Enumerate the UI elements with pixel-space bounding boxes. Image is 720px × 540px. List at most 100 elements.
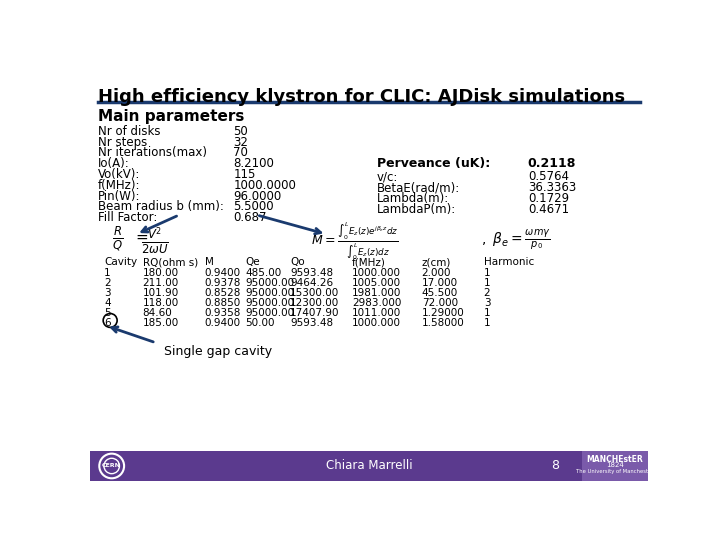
Text: $=$: $=$: [133, 229, 150, 244]
Text: 2983.000: 2983.000: [352, 298, 401, 308]
Text: 211.00: 211.00: [143, 278, 179, 288]
Text: $\frac{R}{Q}$: $\frac{R}{Q}$: [112, 225, 123, 254]
Text: 1: 1: [484, 318, 490, 328]
Text: 1: 1: [484, 268, 490, 278]
Text: 0.5764: 0.5764: [528, 170, 569, 183]
Bar: [582, 451, 648, 481]
Text: Perveance (uK):: Perveance (uK):: [377, 157, 490, 170]
Text: 2: 2: [484, 288, 490, 298]
Text: 70: 70: [233, 146, 248, 159]
Text: 1011.000: 1011.000: [352, 308, 401, 318]
Text: 0.687: 0.687: [233, 211, 267, 224]
Text: Single gap cavity: Single gap cavity: [163, 345, 271, 358]
Text: 1.29000: 1.29000: [422, 308, 464, 318]
Text: 9464.26: 9464.26: [290, 278, 333, 288]
Text: Main parameters: Main parameters: [98, 109, 244, 124]
Text: Vo(kV):: Vo(kV):: [98, 168, 140, 181]
Text: 1005.000: 1005.000: [352, 278, 401, 288]
Text: Beam radius b (mm):: Beam radius b (mm):: [98, 200, 224, 213]
Text: Nr iterations(max): Nr iterations(max): [98, 146, 207, 159]
Text: f(MHz):: f(MHz):: [98, 179, 140, 192]
Text: 45.500: 45.500: [422, 288, 458, 298]
Text: 0.8528: 0.8528: [204, 288, 241, 298]
Text: 3: 3: [484, 298, 490, 308]
Text: 0.9358: 0.9358: [204, 308, 241, 318]
Text: Fill Factor:: Fill Factor:: [98, 211, 157, 224]
Text: z(cm): z(cm): [422, 257, 451, 267]
Text: Cavity: Cavity: [104, 257, 137, 267]
Text: $,\ \beta_e = \frac{\omega m\gamma}{p_0}$: $,\ \beta_e = \frac{\omega m\gamma}{p_0}…: [482, 227, 551, 252]
Text: CERN: CERN: [102, 463, 121, 469]
Text: 36.3363: 36.3363: [528, 181, 576, 194]
Text: Nr steps: Nr steps: [98, 136, 147, 148]
Text: 95000.00: 95000.00: [245, 288, 294, 298]
Text: 1: 1: [484, 278, 490, 288]
Text: 2: 2: [104, 278, 111, 288]
Text: RQ(ohm s): RQ(ohm s): [143, 257, 198, 267]
Text: 0.9378: 0.9378: [204, 278, 241, 288]
Text: The University of Manchester: The University of Manchester: [576, 469, 654, 474]
Text: 17407.90: 17407.90: [290, 308, 339, 318]
Text: $\frac{V^2}{2\omega U}$: $\frac{V^2}{2\omega U}$: [141, 225, 168, 256]
Text: 96.0000: 96.0000: [233, 190, 282, 202]
Text: 0.9400: 0.9400: [204, 318, 240, 328]
Text: 485.00: 485.00: [245, 268, 282, 278]
Text: Io(A):: Io(A):: [98, 157, 130, 170]
Text: 95000.00: 95000.00: [245, 278, 294, 288]
Text: 4: 4: [104, 298, 111, 308]
Text: 15300.00: 15300.00: [290, 288, 339, 298]
Text: 1000.000: 1000.000: [352, 268, 401, 278]
Text: Harmonic: Harmonic: [484, 257, 534, 267]
Text: 8: 8: [551, 460, 559, 472]
Text: 9593.48: 9593.48: [290, 268, 333, 278]
Text: 0.1729: 0.1729: [528, 192, 569, 205]
Text: Pin(W):: Pin(W):: [98, 190, 140, 202]
Text: LambdaP(m):: LambdaP(m):: [377, 202, 456, 215]
Text: 0.9400: 0.9400: [204, 268, 240, 278]
Text: MANCHEstER: MANCHEstER: [586, 455, 643, 463]
Text: Chiara Marrelli: Chiara Marrelli: [325, 460, 413, 472]
Text: 17.000: 17.000: [422, 278, 458, 288]
Text: 180.00: 180.00: [143, 268, 179, 278]
Text: f(MHz): f(MHz): [352, 257, 386, 267]
Text: 3: 3: [104, 288, 111, 298]
Text: 72.000: 72.000: [422, 298, 458, 308]
Text: M: M: [204, 257, 214, 267]
Text: Lambda(m):: Lambda(m):: [377, 192, 449, 205]
Text: 32: 32: [233, 136, 248, 148]
Text: v/c:: v/c:: [377, 170, 398, 183]
Text: Nr of disks: Nr of disks: [98, 125, 161, 138]
Text: Qo: Qo: [290, 257, 305, 267]
Text: 1: 1: [104, 268, 111, 278]
Text: 84.60: 84.60: [143, 308, 173, 318]
Text: 5: 5: [104, 308, 111, 318]
Text: 1: 1: [484, 308, 490, 318]
Text: 0.2118: 0.2118: [528, 157, 576, 170]
Text: 1.58000: 1.58000: [422, 318, 464, 328]
Text: 0.8850: 0.8850: [204, 298, 241, 308]
Text: 2.000: 2.000: [422, 268, 451, 278]
Text: 101.90: 101.90: [143, 288, 179, 298]
Text: 1000.000: 1000.000: [352, 318, 401, 328]
Text: 9593.48: 9593.48: [290, 318, 333, 328]
Text: $M = \frac{\int_0^L E_z(z)e^{j\beta_e z}dz}{\int_0^L E_z(z)dz}$: $M = \frac{\int_0^L E_z(z)e^{j\beta_e z}…: [311, 220, 398, 262]
Text: 95000.00: 95000.00: [245, 298, 294, 308]
Text: 8.2100: 8.2100: [233, 157, 274, 170]
Text: 50: 50: [233, 125, 248, 138]
Text: 5.5000: 5.5000: [233, 200, 274, 213]
Text: BetaE(rad/m):: BetaE(rad/m):: [377, 181, 460, 194]
Text: 185.00: 185.00: [143, 318, 179, 328]
Text: 12300.00: 12300.00: [290, 298, 339, 308]
Text: 50.00: 50.00: [245, 318, 274, 328]
Text: 1824: 1824: [606, 462, 624, 468]
Text: High efficiency klystron for CLIC: AJDisk simulations: High efficiency klystron for CLIC: AJDis…: [98, 88, 625, 106]
Text: 95000.00: 95000.00: [245, 308, 294, 318]
Text: 118.00: 118.00: [143, 298, 179, 308]
Text: 0.4671: 0.4671: [528, 202, 569, 215]
Text: Qe: Qe: [245, 257, 260, 267]
Text: 1000.0000: 1000.0000: [233, 179, 296, 192]
Text: 115: 115: [233, 168, 256, 181]
Bar: [90, 451, 648, 481]
Text: 1981.000: 1981.000: [352, 288, 401, 298]
Text: 6: 6: [104, 318, 111, 328]
